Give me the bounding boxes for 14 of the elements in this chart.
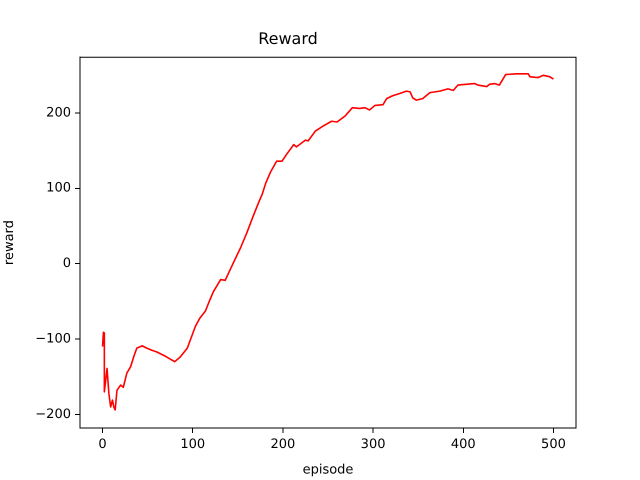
x-tick-label: 100 bbox=[180, 437, 206, 452]
x-tick-label: 400 bbox=[450, 437, 476, 452]
y-tick-label: 200 bbox=[46, 105, 71, 120]
y-tick-label: −200 bbox=[35, 406, 71, 422]
x-axis-title: episode bbox=[302, 462, 354, 478]
y-axis-title: reward bbox=[2, 220, 18, 266]
x-tick-label: 200 bbox=[270, 437, 296, 452]
x-tick-label: 0 bbox=[98, 437, 107, 452]
x-tick-label: 300 bbox=[360, 437, 386, 452]
y-tick-label: 0 bbox=[62, 256, 71, 272]
chart-title: Reward bbox=[258, 28, 318, 48]
x-tick-label: 500 bbox=[541, 437, 566, 452]
y-tick-label: 100 bbox=[46, 180, 71, 196]
y-tick-label: −100 bbox=[35, 331, 71, 346]
